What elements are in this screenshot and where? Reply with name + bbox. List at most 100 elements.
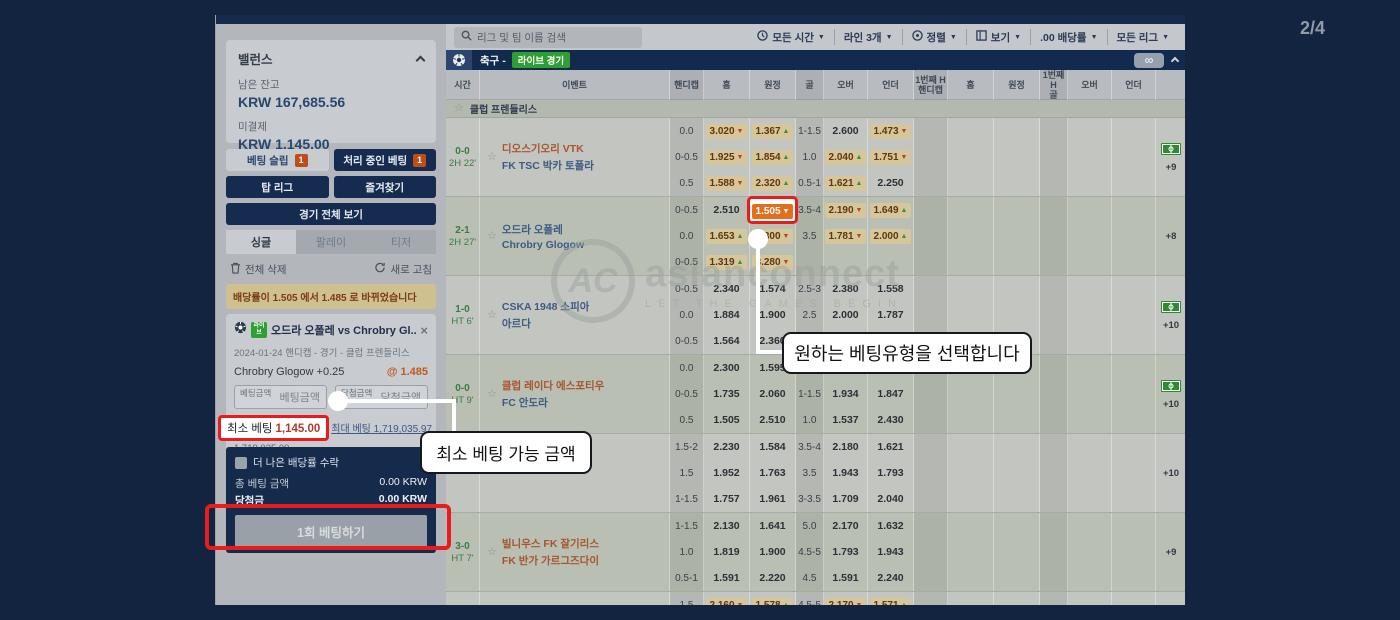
odds-cell[interactable]: 2.600 bbox=[824, 118, 868, 144]
odds-value[interactable]: 2.170 bbox=[832, 520, 859, 532]
odds-cell[interactable]: 1.558 bbox=[868, 276, 914, 302]
odds-value[interactable]: 2.380 bbox=[832, 283, 859, 295]
odds-cell[interactable]: 1.621 ▲ bbox=[824, 170, 868, 196]
odds-cell[interactable]: 2.380 bbox=[824, 276, 868, 302]
odds-cell[interactable]: 1.854 ▲ bbox=[750, 144, 796, 170]
event-cell[interactable]: ☆ 클럽 레이다 에스포티우 FC 안도라 bbox=[480, 355, 670, 433]
odds-value[interactable]: 1.709 bbox=[832, 493, 859, 505]
filter-all-times[interactable]: 모든 시간 ▼ bbox=[748, 29, 834, 45]
top-leagues-button[interactable]: 탑 리그 bbox=[226, 176, 329, 198]
odds-value[interactable]: 1.763 bbox=[759, 467, 786, 479]
odds-value[interactable]: 1.735 bbox=[713, 388, 740, 400]
clear-all-button[interactable]: 전체 삭제 bbox=[230, 262, 287, 277]
close-icon[interactable]: × bbox=[420, 322, 428, 338]
odds-value[interactable]: 2.320 ▲ bbox=[751, 175, 794, 191]
odds-cell[interactable]: 2.130 bbox=[704, 513, 750, 539]
odds-value[interactable]: 1.641 bbox=[759, 520, 786, 532]
odds-value[interactable]: 2.230 bbox=[713, 441, 740, 453]
odds-value[interactable]: 2.040 ▲ bbox=[824, 149, 867, 165]
slip-tab-2[interactable]: 티저 bbox=[366, 230, 436, 254]
odds-cell[interactable]: 2.240 bbox=[868, 565, 914, 591]
odds-value[interactable]: 1.473 ▼ bbox=[869, 123, 912, 139]
odds-value[interactable]: 2.000 bbox=[832, 309, 859, 321]
slip-tab-0[interactable]: 싱글 bbox=[226, 230, 296, 254]
odds-value[interactable]: 1.621 bbox=[877, 441, 904, 453]
odds-value[interactable]: 1.653 ▲ bbox=[705, 228, 748, 244]
odds-value[interactable]: 1.943 bbox=[832, 467, 859, 479]
odds-value[interactable]: 2.360 bbox=[759, 335, 786, 347]
odds-cell[interactable]: 1.574 bbox=[750, 276, 796, 302]
filter-lines[interactable]: 라인 3개 ▼ bbox=[833, 29, 902, 45]
odds-cell[interactable]: 1.584 bbox=[750, 434, 796, 460]
odds-value[interactable]: 1.588 ▼ bbox=[705, 175, 748, 191]
odds-cell[interactable]: 1.709 bbox=[824, 486, 868, 512]
odds-cell[interactable]: 1.591 bbox=[704, 565, 750, 591]
odds-value[interactable]: 1.793 bbox=[877, 467, 904, 479]
odds-value[interactable]: 2.240 bbox=[877, 572, 904, 584]
odds-value[interactable]: 3.020 ▼ bbox=[705, 123, 748, 139]
odds-value[interactable]: 2.300 bbox=[713, 362, 740, 374]
infinity-markets-button[interactable]: ∞ bbox=[1134, 52, 1164, 68]
odds-value[interactable]: 2.600 bbox=[832, 125, 859, 137]
odds-value[interactable]: 1.505 bbox=[713, 414, 740, 426]
odds-cell[interactable]: 1.632 bbox=[868, 513, 914, 539]
odds-value[interactable]: 1.854 ▲ bbox=[751, 149, 794, 165]
event-cell[interactable] bbox=[480, 592, 670, 605]
match-tracker-badge[interactable]: +9 bbox=[1156, 513, 1185, 591]
odds-value[interactable]: 1.649 ▲ bbox=[869, 202, 912, 218]
odds-cell[interactable]: 1.649 ▲ bbox=[868, 197, 914, 223]
odds-cell[interactable]: 1.505 ▼ bbox=[746, 196, 799, 224]
event-cell[interactable]: ☆ 디오스기오리 VTK FK TSC 박카 토폴라 bbox=[480, 118, 670, 196]
odds-value[interactable]: 2.190 ▼ bbox=[824, 202, 867, 218]
odds-cell[interactable]: 1.505 bbox=[704, 407, 750, 433]
slip-tab-1[interactable]: 팔레이 bbox=[296, 230, 366, 254]
odds-cell[interactable]: 1.793 bbox=[824, 539, 868, 565]
odds-value[interactable]: 1.751 ▼ bbox=[869, 149, 912, 165]
odds-cell[interactable]: 1.900 bbox=[750, 302, 796, 328]
odds-value[interactable]: 1.564 bbox=[713, 335, 740, 347]
odds-cell[interactable]: 1.961 bbox=[750, 486, 796, 512]
odds-value[interactable]: 2.130 bbox=[713, 520, 740, 532]
odds-cell[interactable]: 1.537 bbox=[824, 407, 868, 433]
odds-value[interactable]: 1.319 ▲ bbox=[705, 254, 748, 270]
odds-value[interactable]: 3.280 ▼ bbox=[751, 254, 794, 270]
odds-cell[interactable]: 1.751 ▼ bbox=[868, 144, 914, 170]
odds-value[interactable]: 1.781 ▼ bbox=[824, 228, 867, 244]
odds-value[interactable]: 1.757 bbox=[713, 493, 740, 505]
odds-cell[interactable]: 1.591 bbox=[824, 565, 868, 591]
odds-cell[interactable]: 1.564 bbox=[704, 328, 750, 354]
odds-value[interactable]: 2.170 ▼ bbox=[824, 597, 867, 605]
odds-cell[interactable]: 2.000 ▲ bbox=[868, 223, 914, 249]
odds-value[interactable]: 2.060 bbox=[759, 388, 786, 400]
odds-cell[interactable]: 1.571 ▲ bbox=[868, 592, 914, 605]
odds-value[interactable]: 1.621 ▲ bbox=[824, 175, 867, 191]
odds-value[interactable]: 1.961 bbox=[759, 493, 786, 505]
filter-sort[interactable]: 정렬 ▼ bbox=[901, 29, 966, 45]
odds-cell[interactable]: 1.787 bbox=[868, 302, 914, 328]
odds-value[interactable]: 2.000 ▲ bbox=[869, 228, 912, 244]
odds-cell[interactable]: 1.925 ▼ bbox=[704, 144, 750, 170]
accept-better-odds-checkbox[interactable] bbox=[235, 456, 247, 469]
odds-value[interactable]: 1.787 bbox=[877, 309, 904, 321]
odds-value[interactable]: 1.591 bbox=[832, 572, 859, 584]
match-tracker-badge[interactable]: +8 bbox=[1156, 197, 1185, 275]
stake-input[interactable]: 베팅금액 베팅금액 bbox=[234, 385, 327, 409]
odds-cell[interactable]: 1.653 ▲ bbox=[704, 223, 750, 249]
odds-cell[interactable]: 1.367 ▲ bbox=[750, 118, 796, 144]
odds-value[interactable]: 1.632 bbox=[877, 520, 904, 532]
odds-cell[interactable]: 2.250 bbox=[868, 170, 914, 196]
odds-cell[interactable]: 2.170 ▼ bbox=[824, 592, 868, 605]
odds-value[interactable]: 1.884 bbox=[713, 309, 740, 321]
event-cell[interactable] bbox=[480, 434, 670, 512]
favorite-star-icon[interactable]: ☆ bbox=[487, 150, 497, 163]
odds-value[interactable]: 2.250 bbox=[877, 177, 904, 189]
odds-cell[interactable]: 1.793 bbox=[868, 460, 914, 486]
odds-value[interactable]: 1.574 bbox=[759, 283, 786, 295]
collapse-chevron-icon[interactable] bbox=[1170, 56, 1180, 66]
odds-cell[interactable]: 1.943 bbox=[868, 539, 914, 565]
odds-cell[interactable]: 2.340 bbox=[704, 276, 750, 302]
odds-value[interactable]: 1.505 ▼ bbox=[751, 204, 794, 219]
event-cell[interactable]: ☆ 오드라 오폴레 Chrobry Glogow bbox=[480, 197, 670, 275]
league-row[interactable]: ☆ 클럽 프렌들리스 bbox=[446, 100, 1185, 118]
view-all-matches-button[interactable]: 경기 전체 보기 bbox=[226, 203, 436, 225]
